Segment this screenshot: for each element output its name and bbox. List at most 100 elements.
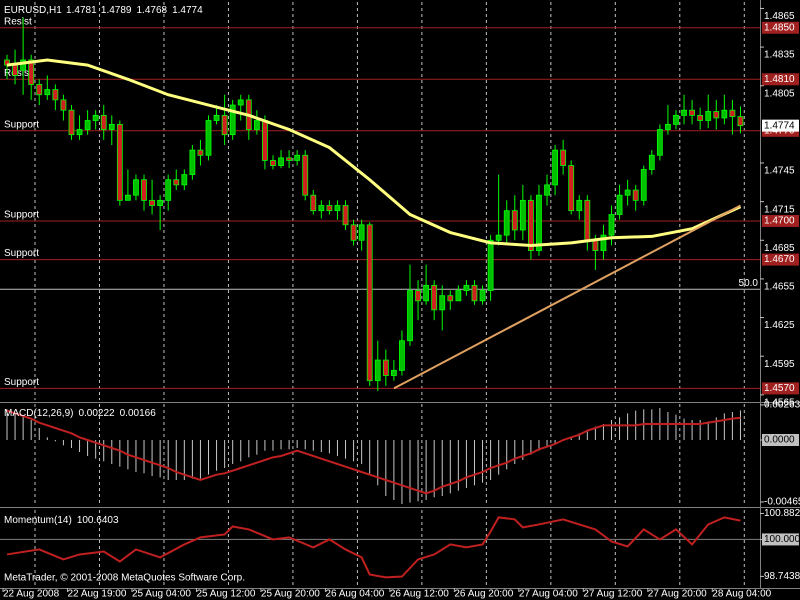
candle-body xyxy=(576,199,583,212)
level-tag xyxy=(762,214,799,227)
candle-body xyxy=(116,123,123,201)
candle-body xyxy=(197,149,204,156)
level-name: Support xyxy=(4,248,39,259)
candle-body xyxy=(431,284,438,311)
candle-body xyxy=(342,205,349,226)
candle-body xyxy=(713,111,720,119)
candle-body xyxy=(415,290,421,302)
y-tick-label: 98.7438 xyxy=(764,571,800,582)
candle-body xyxy=(697,114,704,121)
x-tick-label: 26 Aug 04:00 xyxy=(325,589,384,600)
candle-body xyxy=(536,194,542,251)
candle-body xyxy=(270,160,276,166)
candle-body xyxy=(608,214,615,236)
level-tag xyxy=(762,382,799,395)
candle-body xyxy=(705,111,712,121)
candle-body xyxy=(584,199,591,241)
level-tag-label: 1.4810 xyxy=(764,74,795,85)
x-tick-label: 27 Aug 12:00 xyxy=(583,589,642,600)
candle-body xyxy=(12,64,18,76)
candle-body xyxy=(294,154,301,161)
panel-header: EURUSD,H1 1.4781 1.4789 1.4768 1.4774 xyxy=(4,5,203,16)
candle-body xyxy=(253,120,260,130)
header-item: 0.00222 xyxy=(78,408,115,419)
x-tick-label: 25 Aug 12:00 xyxy=(196,589,255,600)
candle-body xyxy=(382,359,389,376)
candle-body xyxy=(100,114,107,130)
candle-body xyxy=(616,194,623,215)
candle-body xyxy=(84,120,91,130)
candle-body xyxy=(399,340,405,371)
level-tag xyxy=(762,253,799,266)
candle-body xyxy=(648,154,655,170)
y-tick-label: 1.4715 xyxy=(764,204,795,215)
fibo-level-name: 50.0 xyxy=(739,278,759,289)
header-item: 1.4774 xyxy=(172,5,203,16)
y-tick-label: 1.4865 xyxy=(764,11,795,22)
candle-body xyxy=(213,114,220,121)
x-tick-label: 26 Aug 20:00 xyxy=(454,589,513,600)
x-tick-label: 28 Aug 04:00 xyxy=(712,589,771,600)
momentum-line xyxy=(6,516,741,579)
candle-body xyxy=(479,290,486,302)
candle-body xyxy=(157,199,164,206)
header-item: 1.4789 xyxy=(101,5,132,16)
y-tick-label: 1.4835 xyxy=(764,50,795,61)
candle-body xyxy=(519,199,526,231)
x-tick-label: 25 Aug 04:00 xyxy=(132,589,191,600)
candle-body xyxy=(334,205,341,212)
candle-body xyxy=(318,205,325,212)
y-tick-label: 100.8826 xyxy=(764,508,800,519)
candle-body xyxy=(350,224,357,241)
candle-body xyxy=(560,149,567,166)
candle-body xyxy=(262,120,268,161)
y-tick-label: -0.00465 xyxy=(764,497,800,508)
candle-body xyxy=(108,123,115,130)
candle-body xyxy=(173,179,180,186)
candle-body xyxy=(310,194,317,212)
candle-body xyxy=(278,157,284,166)
panel-header: Momentum(14) 100.6403 xyxy=(4,515,119,526)
candle-body xyxy=(229,104,236,136)
signal-line xyxy=(6,409,741,495)
header-item: 1.4781 xyxy=(66,5,97,16)
candle-body xyxy=(165,179,172,201)
candle-body xyxy=(689,109,695,116)
current-price-tag xyxy=(762,119,799,132)
candle-body xyxy=(189,149,196,175)
x-tick-label: 27 Aug 04:00 xyxy=(519,589,578,600)
candle-body xyxy=(358,224,365,241)
candle-body xyxy=(36,84,43,96)
candle-body xyxy=(673,114,679,125)
y-tick-label: 1.4745 xyxy=(764,166,795,177)
candle-body xyxy=(60,99,67,111)
candle-body xyxy=(592,239,599,251)
level-tag-label: 1.4850 xyxy=(764,22,795,33)
candle-body xyxy=(640,169,647,201)
moving-average xyxy=(6,58,742,247)
level-tag-label: 1.4670 xyxy=(764,254,795,265)
candle-body xyxy=(221,114,228,136)
candle-body xyxy=(181,174,188,186)
candle-body xyxy=(205,120,212,156)
panel-header: MACD(12,26,9) 0.00222 0.00166 xyxy=(4,408,156,419)
y-tick-label: 1.4625 xyxy=(764,320,795,331)
candle-body xyxy=(125,194,131,201)
candle-body xyxy=(44,89,51,96)
y-tick-label: 100.0000 xyxy=(764,534,800,545)
candle-body xyxy=(503,210,510,236)
current-price-label: 1.4774 xyxy=(764,120,795,131)
level-name: Support xyxy=(4,119,39,130)
candle-body xyxy=(237,99,244,106)
header-item: 1.4768 xyxy=(136,5,167,16)
x-tick-label: 26 Aug 12:00 xyxy=(390,589,449,600)
footer-copyright: MetaTrader, © 2001-2008 MetaQuotes Softw… xyxy=(4,573,245,584)
header-item: 0.00166 xyxy=(120,408,157,419)
y-tick-label: 1.4655 xyxy=(764,282,795,293)
candle-body xyxy=(568,165,575,212)
candle-body xyxy=(681,109,687,116)
header-item: 100.6403 xyxy=(77,515,119,526)
candle-body xyxy=(656,129,663,156)
header-item: EURUSD,H1 xyxy=(4,5,62,16)
